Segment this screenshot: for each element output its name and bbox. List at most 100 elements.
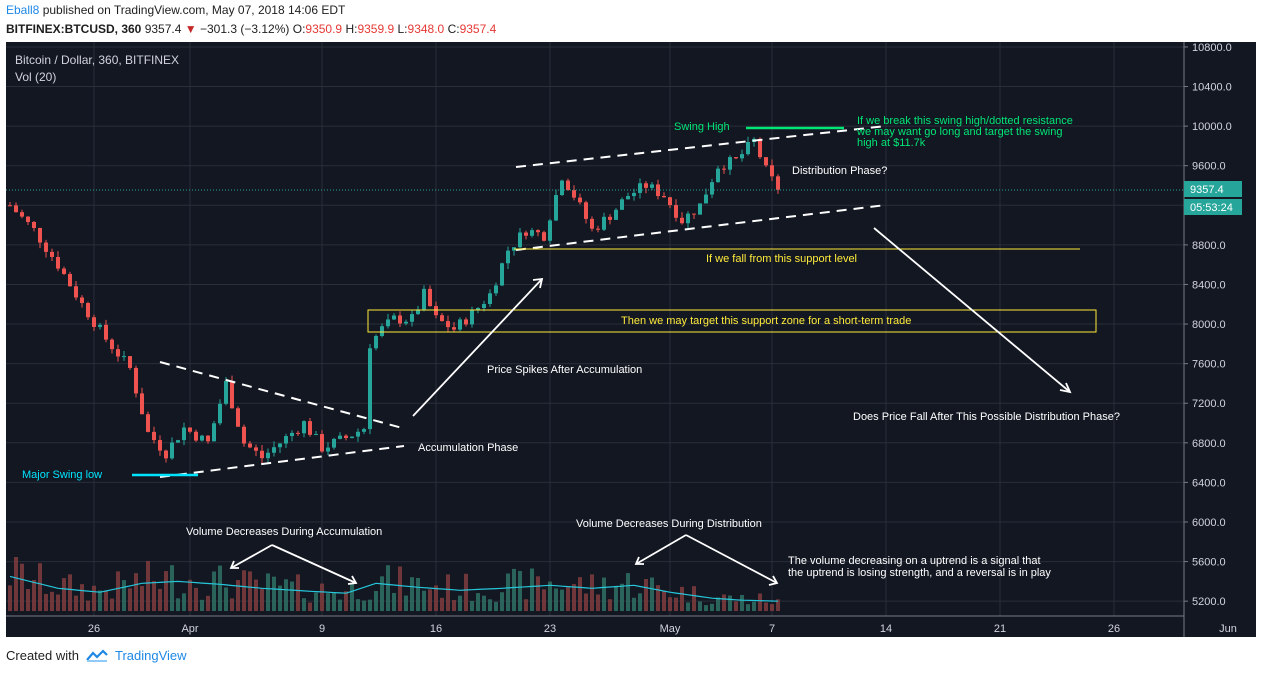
candle-body xyxy=(272,447,276,453)
vol-accum-label: Volume Decreases During Accumulation xyxy=(186,526,382,538)
volume-bar xyxy=(140,586,144,612)
chart-container[interactable]: Swing High If we break this swing high/d… xyxy=(6,42,1256,637)
volume-bar xyxy=(314,592,318,612)
price-chart[interactable]: Swing High If we break this swing high/d… xyxy=(6,42,1256,637)
candle-body xyxy=(212,423,216,442)
candle-body xyxy=(758,138,762,158)
accumulation-label: Accumulation Phase xyxy=(418,442,518,454)
volume-bar xyxy=(668,597,672,612)
publish-line: Eball8 published on TradingView.com, May… xyxy=(6,3,345,17)
support-zone-box xyxy=(367,309,1097,333)
vol-accum-arrow-left-head xyxy=(229,560,239,569)
volume-bar xyxy=(368,599,372,612)
volume-bar xyxy=(524,599,528,612)
volume-bar xyxy=(194,587,198,612)
time-tick-label: 7 xyxy=(769,623,775,635)
volume-bar xyxy=(176,598,180,612)
candle-body xyxy=(200,435,204,441)
volume-bar xyxy=(764,602,768,612)
candle-body xyxy=(44,242,48,252)
candle-body xyxy=(176,440,180,443)
break-note-line-2: we may want go long and target the swing xyxy=(856,126,1062,138)
volume-bar xyxy=(476,593,480,612)
volume-bar xyxy=(44,593,48,612)
volume-bar xyxy=(758,593,762,612)
accumulation-resistance-line xyxy=(159,361,407,430)
candle-body xyxy=(368,348,372,430)
candle-body xyxy=(236,408,240,427)
candle-body xyxy=(740,154,744,159)
candle-body xyxy=(716,168,720,183)
volume-bar xyxy=(698,601,702,612)
time-tick-label: 9 xyxy=(319,623,325,635)
legend-title: Bitcoin / Dollar, 360, BITFINEX xyxy=(15,53,179,67)
candle-body xyxy=(308,421,312,435)
time-tick-label: Jun xyxy=(1219,623,1237,635)
volume-bar xyxy=(704,605,708,612)
candle-body xyxy=(446,321,450,328)
candle-body xyxy=(266,452,270,459)
candle-body xyxy=(164,450,168,459)
time-tick-label: 14 xyxy=(880,623,892,635)
candle-body xyxy=(488,293,492,305)
tradingview-brand-link[interactable]: TradingView xyxy=(114,648,187,663)
price-tick-label: 10400.0 xyxy=(1192,82,1232,94)
candle-body xyxy=(470,310,474,325)
price-tick-label: 9600.0 xyxy=(1192,161,1226,173)
candle-body xyxy=(80,297,84,304)
vol-accum-arrow-right xyxy=(271,544,357,584)
volume-bar xyxy=(506,573,510,612)
volume-bar xyxy=(254,579,258,612)
countdown-badge-bg xyxy=(1184,199,1242,215)
time-tick-label: May xyxy=(660,623,681,635)
vol-distrib-arrow-left xyxy=(635,534,687,565)
volume-bar xyxy=(320,583,324,612)
volume-bar xyxy=(770,604,774,612)
footer: Created with TradingView xyxy=(6,648,187,663)
close-label: C: xyxy=(447,22,460,36)
candle-body xyxy=(770,165,774,177)
symbol: BITFINEX:BTCUSD, 360 xyxy=(6,22,142,36)
volume-bar xyxy=(644,579,648,612)
volume-bar xyxy=(464,573,468,612)
candle-body xyxy=(554,195,558,221)
break-note-line-3: high at $11.7k xyxy=(857,137,926,149)
volume-bar xyxy=(650,577,654,612)
candle-body xyxy=(284,436,288,444)
volume-bar xyxy=(452,600,456,612)
candle-body xyxy=(728,157,732,170)
candle-body xyxy=(302,421,306,434)
volume-bar xyxy=(710,603,714,612)
price-axis[interactable]: 5200.0 5600.0 6000.0 6400.0 6800.0 7200.0 7600… xyxy=(1184,42,1232,608)
spike-arrow xyxy=(412,278,543,417)
author-link[interactable]: Eball8 xyxy=(6,3,40,17)
candle-body xyxy=(356,431,360,437)
volume-bar xyxy=(344,591,348,612)
candle-body xyxy=(614,209,618,220)
countdown-badge: 05:53:24 xyxy=(1190,202,1233,214)
candle-body xyxy=(206,435,210,442)
volume-bar xyxy=(92,585,96,612)
volume-bar xyxy=(206,595,210,612)
candle-body xyxy=(734,157,738,159)
tradingview-logo-icon xyxy=(86,648,108,662)
volume-bar xyxy=(752,601,756,612)
volume-bar xyxy=(614,585,618,612)
candle-body xyxy=(458,319,462,330)
volume-bar xyxy=(62,578,66,612)
volume-bar xyxy=(260,588,264,612)
fall-arrow xyxy=(873,227,1071,393)
distribution-label: Distribution Phase? xyxy=(792,165,887,177)
time-tick-label: 26 xyxy=(88,623,100,635)
candle-body xyxy=(638,183,642,193)
time-axis[interactable]: 26 Apr 9 16 23 May 7 14 21 26 Jun xyxy=(88,623,1237,635)
volume-bar xyxy=(290,581,294,612)
candle-body xyxy=(20,212,24,217)
candle-body xyxy=(122,356,126,358)
volume-bar xyxy=(350,582,354,612)
volume-bar xyxy=(590,574,594,612)
candle-body xyxy=(548,220,552,241)
volume-bar xyxy=(86,600,90,612)
volume-bar xyxy=(362,600,366,612)
candle-body xyxy=(536,230,540,233)
